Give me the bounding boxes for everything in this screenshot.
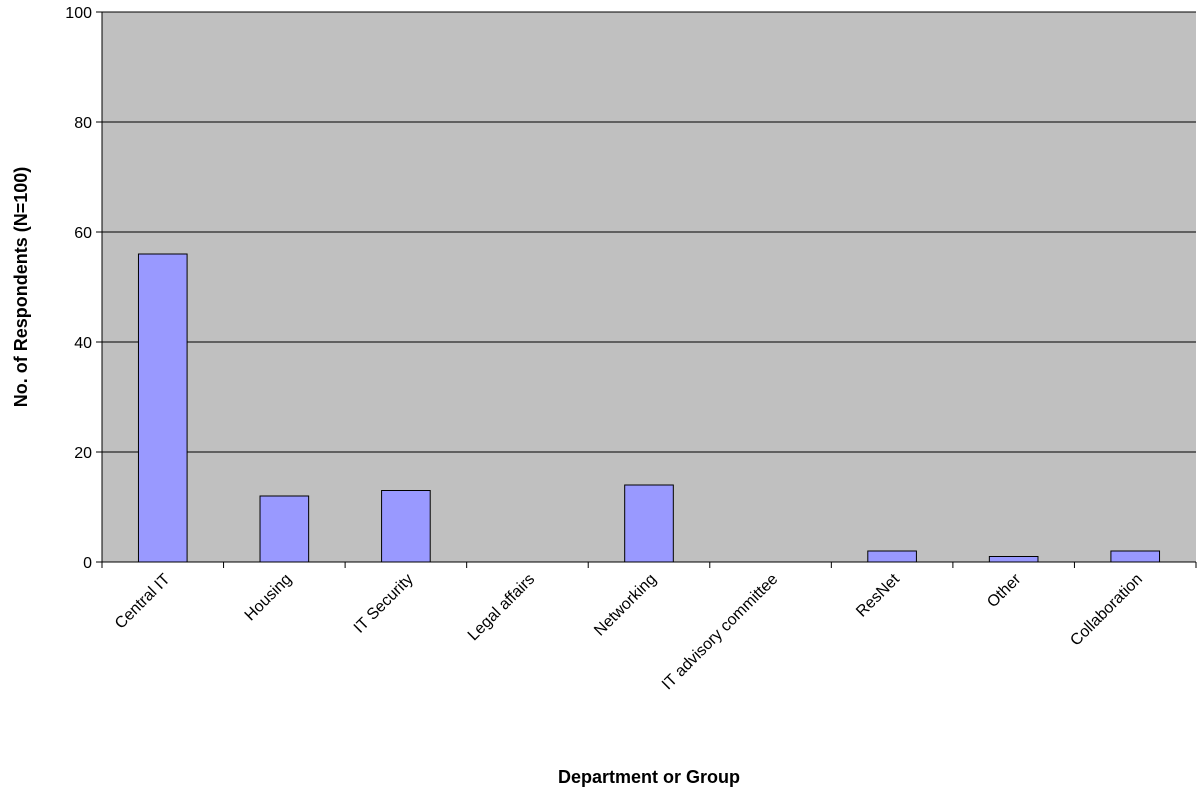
x-tick-label: IT advisory committee (659, 571, 782, 694)
bar-networking (624, 484, 674, 563)
y-axis-title: No. of Respondents (N=100) (11, 167, 31, 408)
y-tick-label: 0 (83, 555, 92, 572)
bars (137, 253, 1161, 563)
y-tick-label: 20 (74, 445, 92, 462)
bar-other (988, 556, 1039, 563)
x-tick-label: Other (984, 570, 1025, 611)
x-axis-ticks: Central IT Housing IT Security Legal affair… (101, 562, 1197, 694)
plot-area (102, 12, 1196, 562)
y-tick-label: 100 (65, 5, 92, 22)
x-tick-label: Legal affairs (465, 571, 538, 644)
bar-central-it (137, 253, 188, 563)
gridlines (102, 11, 1196, 453)
bar-housing (259, 495, 310, 563)
x-axis-title: Department or Group (558, 767, 740, 787)
x-tick-label: Central IT (112, 571, 174, 633)
y-tick-label: 40 (74, 335, 92, 352)
x-tick-label: Collaboration (1067, 571, 1146, 650)
bar-resnet (867, 550, 917, 563)
y-axis-ticks: 0 20 40 60 80 100 (65, 5, 102, 572)
x-tick-label: IT Security (351, 571, 417, 637)
x-tick-label: ResNet (853, 570, 903, 620)
bar-collaboration (1110, 550, 1161, 563)
bar-it-security (381, 490, 431, 563)
y-tick-label: 80 (74, 115, 92, 132)
y-tick-label: 60 (74, 225, 92, 242)
x-tick-label: Networking (591, 571, 660, 640)
x-tick-label: Housing (242, 571, 296, 625)
